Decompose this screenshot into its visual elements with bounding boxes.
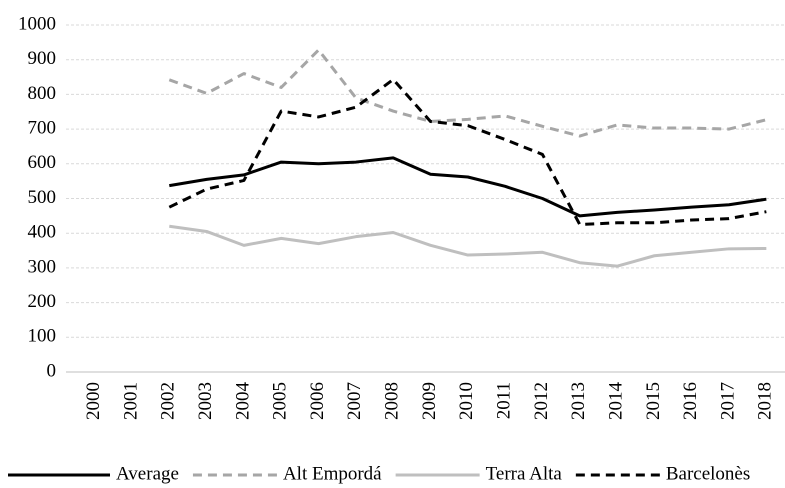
x-tick-label: 2010 (456, 382, 477, 420)
x-tick-label: 2017 (717, 382, 738, 420)
x-tick-label: 2009 (419, 382, 440, 420)
x-tick-label: 2011 (493, 382, 514, 419)
x-tick-label: 2000 (83, 382, 104, 420)
x-tick-label: 2012 (531, 382, 552, 420)
y-tick-label: 0 (47, 360, 57, 381)
x-tick-label: 2008 (382, 382, 403, 420)
x-tick-label: 2015 (643, 382, 664, 420)
x-tick-label: 2006 (307, 382, 328, 420)
series-line (168, 48, 767, 138)
series-line (169, 156, 767, 218)
x-tick-label: 2016 (680, 382, 701, 420)
series-line (168, 77, 767, 227)
y-tick-label: 1000 (18, 13, 56, 34)
x-tick-label: 2001 (120, 382, 141, 420)
x-tick-label: 2002 (158, 382, 179, 420)
x-tick-label: 2014 (605, 382, 626, 421)
series-line (169, 224, 767, 268)
legend-item: Barcelonès (575, 463, 750, 484)
legend-item: Average (8, 463, 179, 484)
x-tick-label: 2007 (344, 382, 365, 420)
legend-label: Terra Alta (486, 463, 563, 484)
legend-label: Alt Empordá (283, 463, 382, 484)
y-tick-label: 800 (28, 83, 57, 104)
y-tick-label: 500 (28, 187, 57, 208)
x-tick-label: 2018 (755, 382, 776, 420)
legend-item: Terra Alta (395, 463, 563, 484)
legend-item: Alt Empordá (192, 463, 382, 484)
y-tick-label: 200 (28, 291, 57, 312)
y-tick-label: 300 (28, 256, 57, 277)
legend-label: Barcelonès (666, 463, 750, 484)
y-tick-label: 900 (28, 48, 57, 69)
x-tick-label: 2005 (270, 382, 291, 420)
x-tick-label: 2004 (232, 382, 253, 421)
x-tick-label: 2013 (568, 382, 589, 420)
y-tick-label: 700 (28, 117, 57, 138)
x-tick-label: 2003 (195, 382, 216, 420)
y-tick-label: 100 (28, 326, 57, 347)
y-tick-label: 400 (28, 222, 57, 243)
y-tick-label: 600 (28, 152, 57, 173)
legend-label: Average (116, 463, 179, 484)
